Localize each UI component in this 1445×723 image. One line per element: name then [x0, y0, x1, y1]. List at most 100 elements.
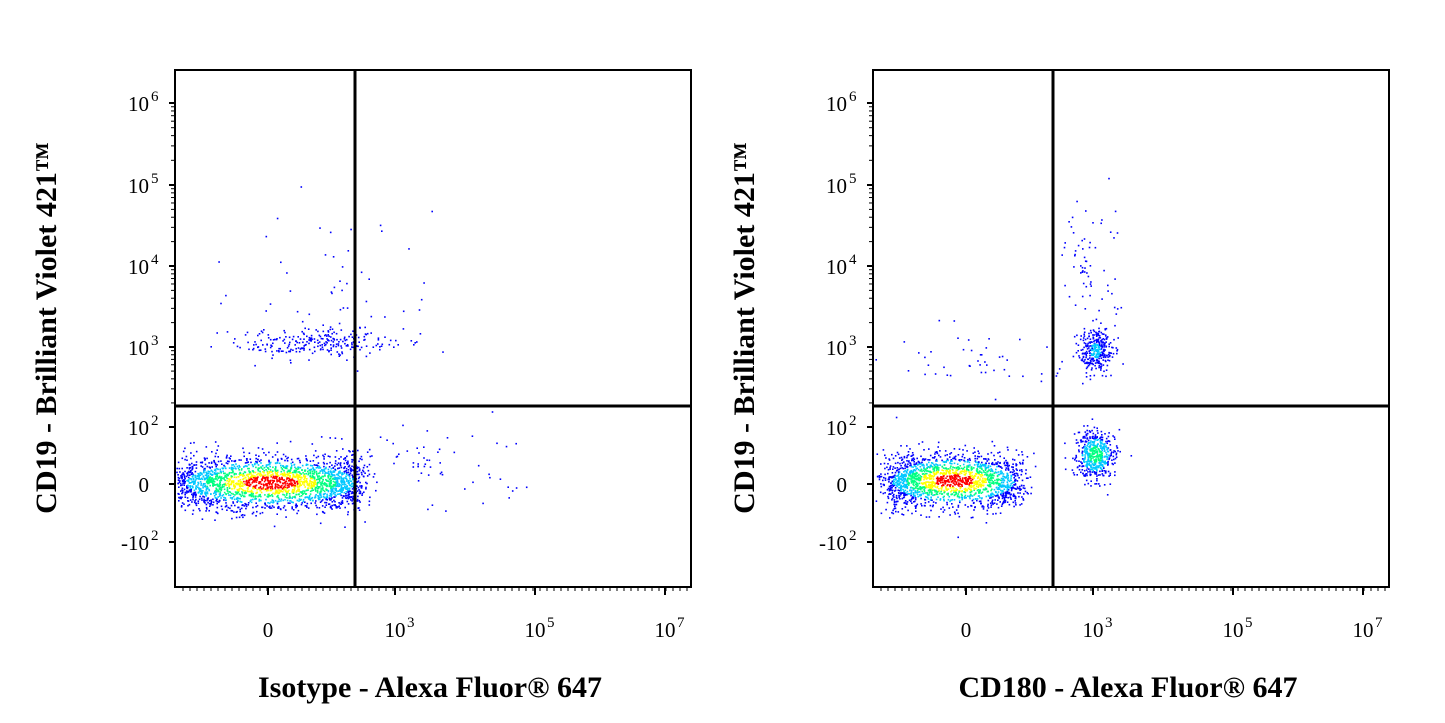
event-dot [996, 480, 999, 482]
event-dot [263, 474, 265, 477]
event-dot [214, 519, 216, 521]
event-dot [1008, 480, 1011, 483]
event-dot [272, 339, 275, 341]
event-dot [927, 494, 929, 496]
event-dot [204, 474, 207, 477]
event-dot [219, 477, 222, 479]
event-dot [351, 492, 354, 494]
event-dot [252, 471, 255, 473]
event-dot [1106, 453, 1108, 456]
event-dot [1085, 446, 1088, 449]
event-dot [298, 350, 301, 353]
event-dot [961, 494, 963, 497]
event-dot [339, 493, 342, 495]
event-dot [247, 467, 249, 470]
event-dot [257, 472, 259, 475]
event-dot [241, 492, 244, 494]
event-dot [294, 496, 297, 499]
event-dot [359, 481, 361, 484]
event-dot [321, 344, 323, 346]
event-dot [356, 370, 359, 372]
event-dot [917, 468, 920, 471]
event-dot [944, 461, 946, 463]
event-dot [937, 469, 940, 471]
event-dot [331, 501, 334, 503]
event-dot [908, 460, 910, 462]
event-dot [332, 490, 334, 492]
y-axis-label: CD19 - Brilliant Violet 421™ [30, 142, 63, 514]
event-dot [297, 493, 299, 496]
event-dot [265, 464, 268, 466]
event-dot [921, 461, 923, 464]
event-dot [356, 467, 359, 470]
event-dot [975, 480, 977, 482]
event-dot [423, 465, 426, 468]
event-dot [255, 457, 257, 460]
event-dot [227, 482, 229, 485]
event-dot [988, 462, 990, 465]
event-dot [276, 480, 278, 483]
event-dot [263, 466, 266, 469]
event-dot [253, 344, 255, 346]
event-dot [306, 484, 309, 486]
event-dot [212, 480, 214, 483]
event-dot [998, 465, 1000, 468]
event-dot [352, 482, 354, 485]
event-dot [288, 350, 290, 353]
event-dot [942, 469, 945, 472]
event-dot [342, 340, 344, 343]
event-dot [257, 476, 259, 478]
event-dot [308, 483, 311, 486]
event-dot [212, 478, 215, 481]
event-dot [292, 474, 295, 476]
event-dot [356, 470, 359, 473]
event-dot [217, 456, 219, 458]
event-dot [187, 479, 190, 481]
event-dot [188, 470, 190, 473]
event-dot [342, 478, 344, 480]
event-dot [292, 475, 294, 478]
event-dot [316, 473, 318, 476]
event-dot [276, 502, 279, 505]
event-dot [352, 469, 355, 472]
event-dot [230, 476, 232, 479]
event-dot [989, 502, 992, 504]
event-dot [327, 455, 330, 457]
event-dot [990, 496, 992, 499]
event-dot [183, 480, 185, 482]
event-dot [195, 467, 198, 469]
event-dot [231, 464, 233, 466]
event-dot [948, 507, 951, 509]
event-dot [351, 491, 353, 493]
event-dot [369, 455, 372, 458]
event-dot [1003, 479, 1006, 482]
event-dot [256, 462, 258, 465]
event-dot [280, 500, 282, 502]
event-dot [264, 504, 267, 506]
event-dot [205, 495, 208, 497]
event-dot [996, 493, 999, 495]
event-dot [905, 502, 907, 505]
event-dot [938, 490, 940, 492]
event-dot [277, 492, 279, 495]
event-dot [954, 475, 957, 478]
event-dot [970, 493, 972, 496]
event-dot [890, 476, 893, 479]
event-dot [1018, 477, 1020, 479]
event-dot [947, 498, 950, 501]
event-dot [974, 451, 976, 453]
event-dot [977, 476, 980, 478]
event-dot [900, 492, 902, 494]
event-dot [945, 480, 947, 482]
event-dot [339, 503, 342, 505]
event-dot [324, 501, 326, 504]
event-dot [330, 353, 332, 356]
event-dot [305, 472, 307, 475]
event-dot [914, 473, 916, 476]
event-dot [902, 492, 904, 494]
event-dot [347, 474, 349, 477]
event-dot [324, 453, 326, 456]
event-dot [331, 488, 333, 491]
event-dot [221, 485, 224, 488]
event-dot [329, 470, 332, 472]
